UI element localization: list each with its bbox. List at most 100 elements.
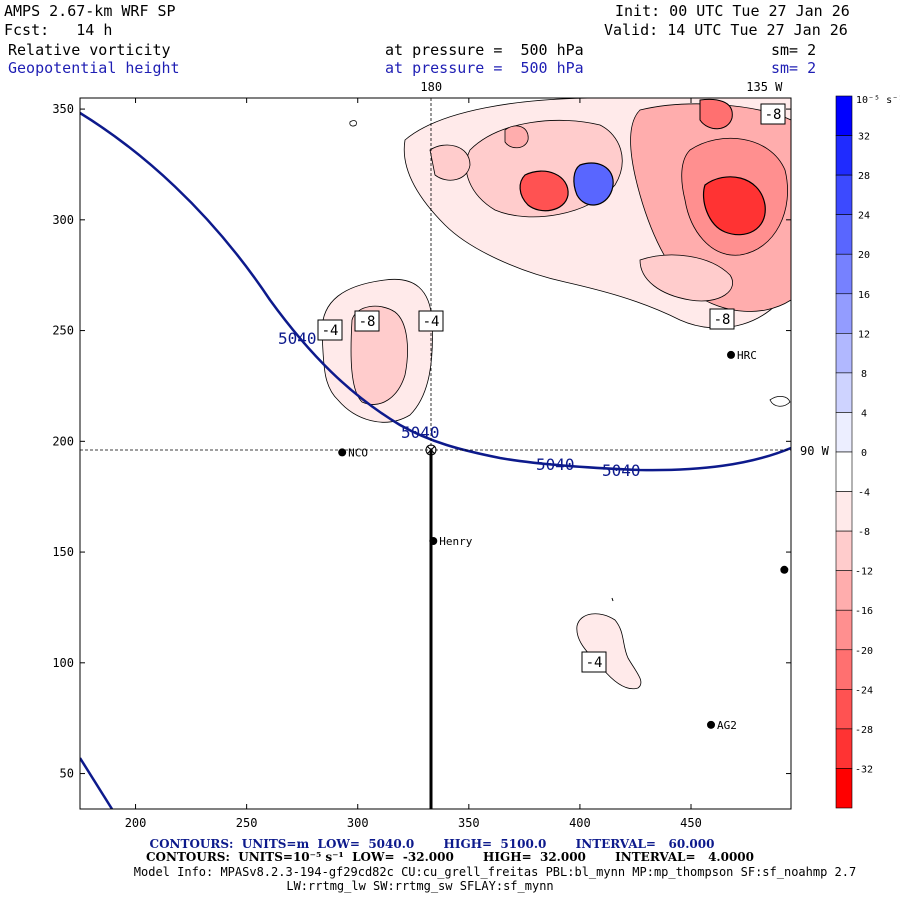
- colorbar-swatch: [835, 372, 853, 413]
- station-label: HRC: [737, 349, 757, 362]
- init-time: Init: 00 UTC Tue 27 Jan 26: [615, 2, 850, 20]
- model-info-2: LW:rrtmg_lw SW:rrtmg_sw SFLAY:sf_mynn: [286, 879, 554, 893]
- y-tick-label: 350: [52, 102, 74, 116]
- svg-text:-4: -4: [586, 655, 603, 671]
- colorbar-swatch: [835, 570, 853, 611]
- station-marker: [338, 448, 347, 457]
- colorbar-label: -16: [855, 606, 873, 617]
- plot-frame: [79, 97, 792, 810]
- colorbar-label: -32: [855, 764, 873, 775]
- x-tick-label: 350: [458, 816, 480, 830]
- colorbar-label: -28: [855, 725, 873, 736]
- height-label: 5040: [278, 329, 317, 348]
- vorticity-label: -4: [317, 319, 343, 341]
- colorbar-boxes: [835, 95, 853, 809]
- vorticity-label: -8: [709, 308, 735, 330]
- vorticity-region-central: [321, 278, 433, 423]
- x-axis: 200 250 300 350 400 450: [125, 98, 702, 830]
- vorticity-region-northeast: [349, 98, 791, 407]
- colorbar-swatch: [835, 689, 853, 730]
- colorbar-label: 28: [858, 171, 870, 182]
- vorticity-label: -8: [760, 103, 786, 125]
- height-label: 5040: [536, 455, 575, 474]
- vorticity-contour-info: CONTOURS: UNITS=10⁻⁵ s⁻¹ LOW= -32.000 HI…: [146, 850, 754, 864]
- field2-level: at pressure = 500 hPa: [385, 59, 584, 77]
- y-tick-label: 150: [52, 545, 74, 559]
- colorbar-label: -4: [858, 488, 870, 499]
- colorbar-swatch: [835, 451, 853, 492]
- colorbar-label: 16: [858, 290, 870, 301]
- colorbar-units: 10⁻⁵ s⁻¹: [856, 95, 900, 106]
- parallel-label: 90 W: [800, 444, 830, 458]
- y-tick-label: 300: [52, 213, 74, 227]
- colorbar-label: -24: [855, 685, 873, 696]
- colorbar-label: 24: [858, 211, 870, 222]
- colorbar-label: -20: [855, 646, 873, 657]
- colorbar-swatch: [835, 768, 853, 809]
- meridian-labels: 180 135 W 90 W: [420, 80, 829, 458]
- colorbar-label: 20: [858, 250, 870, 261]
- valid-time: Valid: 14 UTC Tue 27 Jan 26: [604, 21, 848, 39]
- colorbar-label: -8: [858, 527, 870, 538]
- svg-text:-4: -4: [423, 314, 440, 330]
- model-info: Model Info: MPASv8.2.3-194-gf29cd82c CU:…: [133, 865, 857, 879]
- field1-level: at pressure = 500 hPa: [385, 41, 584, 59]
- pole-marker: [425, 444, 437, 456]
- vorticity-label: -8: [354, 310, 380, 332]
- x-tick-label: 250: [236, 816, 258, 830]
- station-marker: [429, 536, 438, 545]
- x-tick-label: 200: [125, 816, 147, 830]
- vorticity-label: -4: [418, 310, 444, 332]
- colorbar-swatch: [835, 333, 853, 374]
- y-tick-label: 100: [52, 656, 74, 670]
- y-tick-label: 50: [60, 767, 74, 781]
- colorbar-swatch: [835, 293, 853, 334]
- colorbar-swatch: [835, 174, 853, 215]
- station-marker: [707, 720, 716, 729]
- y-axis: 350 300 250 200 150 100 50: [52, 102, 791, 781]
- station-marker: [727, 350, 736, 359]
- stations: NCO Henry HRC AG2: [338, 349, 789, 732]
- svg-text:-4: -4: [322, 323, 339, 339]
- x-tick-label: 300: [347, 816, 369, 830]
- colorbar-swatch: [835, 491, 853, 532]
- colorbar-label: 8: [861, 369, 867, 380]
- colorbar-swatch: [835, 609, 853, 651]
- vorticity-label: -4: [581, 651, 607, 673]
- field2-name: Geopotential height: [8, 59, 180, 77]
- colorbar-swatch: [835, 95, 853, 136]
- height-labels: 5040 5040 5040 5040: [278, 329, 641, 480]
- plot-title: AMPS 2.67-km WRF SP: [4, 2, 176, 20]
- colorbar-swatch: [835, 135, 853, 176]
- colorbar-swatch: [835, 728, 853, 769]
- height-contour-lower: [80, 757, 114, 809]
- colorbar-swatch: [835, 412, 853, 453]
- colorbar-swatch: [835, 253, 853, 295]
- colorbar-swatch: [835, 649, 853, 690]
- svg-text:-8: -8: [765, 107, 782, 123]
- station-label: NCO: [348, 446, 368, 459]
- svg-text:-8: -8: [359, 314, 376, 330]
- y-tick-label: 250: [52, 324, 74, 338]
- vorticity-labels: -4 -8 -4 -8 -8 -4: [317, 103, 786, 673]
- station-label: Henry: [439, 535, 472, 548]
- forecast-hour: Fcst: 14 h: [4, 21, 113, 39]
- colorbar-label: 32: [858, 132, 870, 143]
- field1-smooth: sm= 2: [771, 41, 817, 59]
- colorbar-label: 12: [858, 329, 870, 340]
- colorbar-label: -12: [855, 567, 873, 578]
- field2-smooth: sm= 2: [771, 59, 817, 77]
- svg-text:-8: -8: [714, 312, 731, 328]
- field1-name: Relative vorticity: [8, 41, 171, 59]
- colorbar-labels: 32 28 24 20 16 12 8 4 0 -4 -8 -12 -16 -20 -24 -28 -32: [855, 132, 873, 776]
- height-contour-5040: [80, 111, 791, 472]
- station-label: AG2: [717, 719, 737, 732]
- x-tick-label: 450: [680, 816, 702, 830]
- colorbar-label: 0: [861, 448, 867, 459]
- colorbar-swatch: [835, 530, 853, 571]
- station-marker: [780, 565, 789, 574]
- meridian-label: 180: [420, 80, 442, 94]
- colorbar-label: 4: [861, 408, 867, 419]
